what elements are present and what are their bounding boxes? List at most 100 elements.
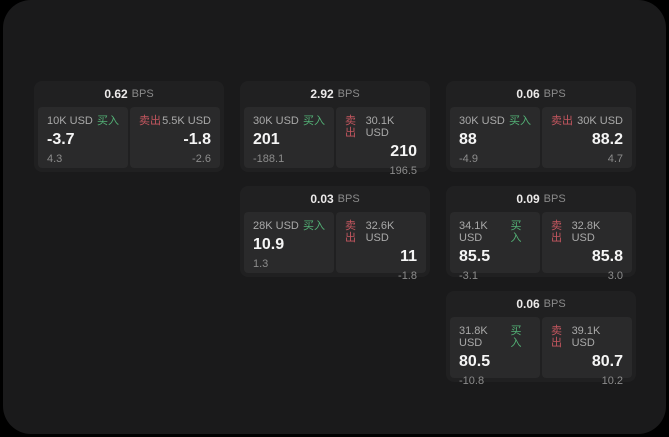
quote-card: 0.06 BPS 31.8K USD 买入 80.5 -10.8 卖出 39.1… [446,291,636,387]
buy-size-label: 28K USD [253,220,299,232]
sell-size-label: 5.5K USD [162,115,211,127]
buy-size-label: 31.8K USD [459,325,488,349]
sell-panel-header: 卖出 39.1K USD [551,325,623,349]
bps-unit-label: BPS [337,88,360,100]
sell-tag: 卖出 [345,220,356,244]
buy-tag: 买入 [97,115,119,127]
buy-panel-header: 31.8K USD 买入 [459,325,531,349]
sell-quote-panel[interactable]: 卖出 39.1K USD 80.7 10.2 [542,317,632,387]
sell-sub-value: 3.0 [607,270,623,282]
sell-tag: 卖出 [345,115,356,139]
spread-header: 0.62 BPS [38,81,220,107]
sell-price-value: 11 [400,248,417,265]
sell-sub-value: 10.2 [601,375,623,387]
spread-header: 2.92 BPS [244,81,426,107]
sell-price-value: 80.7 [591,353,623,370]
buy-price-value: 88 [459,131,477,148]
spread-bps-value: 2.92 [310,87,334,101]
buy-sub-value: 4.3 [47,153,63,165]
quote-card: 0.06 BPS 30K USD 买入 88 -4.9 卖出 30K USD 8… [446,81,636,172]
quote-card: 0.09 BPS 34.1K USD 买入 85.5 -3.1 卖出 32.8K… [446,186,636,282]
buy-tag: 买入 [303,115,325,127]
sell-price-value: -1.8 [183,131,211,148]
buy-tag: 买入 [303,220,325,232]
buy-sub-value: 1.3 [253,258,269,270]
sell-panel-header: 卖出 32.8K USD [551,220,623,244]
buy-size-label: 34.1K USD [459,220,488,244]
buy-quote-panel[interactable]: 30K USD 买入 201 -188.1 [244,107,334,168]
quote-panels: 30K USD 买入 201 -188.1 卖出 30.1K USD 210 1… [244,107,426,177]
buy-price-value: 10.9 [253,236,285,253]
quote-panels: 31.8K USD 买入 80.5 -10.8 卖出 39.1K USD 80.… [450,317,632,387]
sell-price-value: 85.8 [591,248,623,265]
buy-price-value: 80.5 [459,353,491,370]
sell-tag: 卖出 [551,220,562,244]
sell-size-label: 39.1K USD [571,325,601,349]
sell-quote-panel[interactable]: 卖出 5.5K USD -1.8 -2.6 [130,107,220,168]
sell-size-label: 32.6K USD [365,220,395,244]
sell-panel-header: 卖出 5.5K USD [139,115,211,127]
spread-header: 0.09 BPS [450,186,632,212]
buy-panel-header: 28K USD 买入 [253,220,325,232]
sell-quote-panel[interactable]: 卖出 32.8K USD 85.8 3.0 [542,212,632,282]
sell-size-label: 30.1K USD [365,115,395,139]
bps-unit-label: BPS [543,193,566,205]
spread-header: 0.06 BPS [450,291,632,317]
quote-card: 0.03 BPS 28K USD 买入 10.9 1.3 卖出 32.6K US… [240,186,430,282]
sell-sub-value: -1.8 [398,270,417,282]
buy-sub-value: -4.9 [459,153,478,165]
sell-sub-value: 4.7 [607,153,623,165]
buy-price-value: 201 [253,131,280,148]
bps-unit-label: BPS [131,88,154,100]
buy-sub-value: -3.1 [459,270,478,282]
sell-panel-header: 卖出 30K USD [551,115,623,127]
buy-size-label: 10K USD [47,115,93,127]
spread-bps-value: 0.03 [310,192,334,206]
quote-panels: 10K USD 买入 -3.7 4.3 卖出 5.5K USD -1.8 -2.… [38,107,220,168]
sell-tag: 卖出 [551,325,562,349]
buy-size-label: 30K USD [459,115,505,127]
buy-price-value: -3.7 [47,131,75,148]
buy-panel-header: 34.1K USD 买入 [459,220,531,244]
buy-panel-header: 30K USD 买入 [459,115,531,127]
quote-panels: 30K USD 买入 88 -4.9 卖出 30K USD 88.2 4.7 [450,107,632,168]
spread-header: 0.03 BPS [244,186,426,212]
spread-header: 0.06 BPS [450,81,632,107]
buy-tag: 买入 [510,325,522,349]
spread-bps-value: 0.06 [516,297,540,311]
quote-card: 0.62 BPS 10K USD 买入 -3.7 4.3 卖出 5.5K USD… [34,81,224,172]
quote-card: 2.92 BPS 30K USD 买入 201 -188.1 卖出 30.1K … [240,81,430,177]
sell-size-label: 30K USD [577,115,623,127]
sell-sub-value: -2.6 [192,153,211,165]
sell-quote-panel[interactable]: 卖出 30K USD 88.2 4.7 [542,107,632,168]
bps-unit-label: BPS [337,193,360,205]
buy-quote-panel[interactable]: 28K USD 买入 10.9 1.3 [244,212,334,273]
spread-bps-value: 0.06 [516,87,540,101]
quote-panels: 34.1K USD 买入 85.5 -3.1 卖出 32.8K USD 85.8… [450,212,632,282]
sell-size-label: 32.8K USD [571,220,601,244]
buy-sub-value: -10.8 [459,375,485,387]
buy-quote-panel[interactable]: 10K USD 买入 -3.7 4.3 [38,107,128,168]
spread-bps-value: 0.62 [104,87,128,101]
spread-bps-value: 0.09 [516,192,540,206]
sell-panel-header: 卖出 30.1K USD [345,115,417,139]
sell-quote-panel[interactable]: 卖出 30.1K USD 210 196.5 [336,107,426,177]
sell-quote-panel[interactable]: 卖出 32.6K USD 11 -1.8 [336,212,426,282]
bps-unit-label: BPS [543,88,566,100]
buy-panel-header: 30K USD 买入 [253,115,325,127]
sell-price-value: 210 [390,143,417,160]
buy-size-label: 30K USD [253,115,299,127]
app-window: 0.62 BPS 10K USD 买入 -3.7 4.3 卖出 5.5K USD… [3,0,666,434]
buy-quote-panel[interactable]: 30K USD 买入 88 -4.9 [450,107,540,168]
buy-sub-value: -188.1 [253,153,285,165]
buy-quote-panel[interactable]: 34.1K USD 买入 85.5 -3.1 [450,212,540,282]
sell-tag: 卖出 [551,115,573,127]
quote-panels: 28K USD 买入 10.9 1.3 卖出 32.6K USD 11 -1.8 [244,212,426,282]
sell-sub-value: 196.5 [389,165,417,177]
sell-price-value: 88.2 [591,131,623,148]
sell-tag: 卖出 [139,115,161,127]
buy-quote-panel[interactable]: 31.8K USD 买入 80.5 -10.8 [450,317,540,387]
buy-tag: 买入 [510,220,522,244]
buy-tag: 买入 [509,115,531,127]
